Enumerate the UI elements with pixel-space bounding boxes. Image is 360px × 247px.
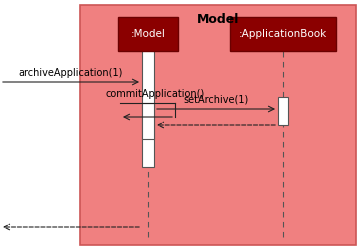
Text: archiveApplication(1): archiveApplication(1) <box>19 68 123 78</box>
Bar <box>80 5 356 245</box>
Bar <box>118 17 178 51</box>
Text: setArchive(1): setArchive(1) <box>183 95 249 105</box>
Bar <box>278 97 288 125</box>
Text: :ApplicationBook: :ApplicationBook <box>239 29 327 39</box>
Bar <box>230 17 336 51</box>
Text: :Model: :Model <box>131 29 166 39</box>
Bar <box>142 103 154 139</box>
Bar <box>142 49 154 167</box>
Text: Model: Model <box>197 13 239 26</box>
Text: commitApplication(): commitApplication() <box>106 89 205 99</box>
